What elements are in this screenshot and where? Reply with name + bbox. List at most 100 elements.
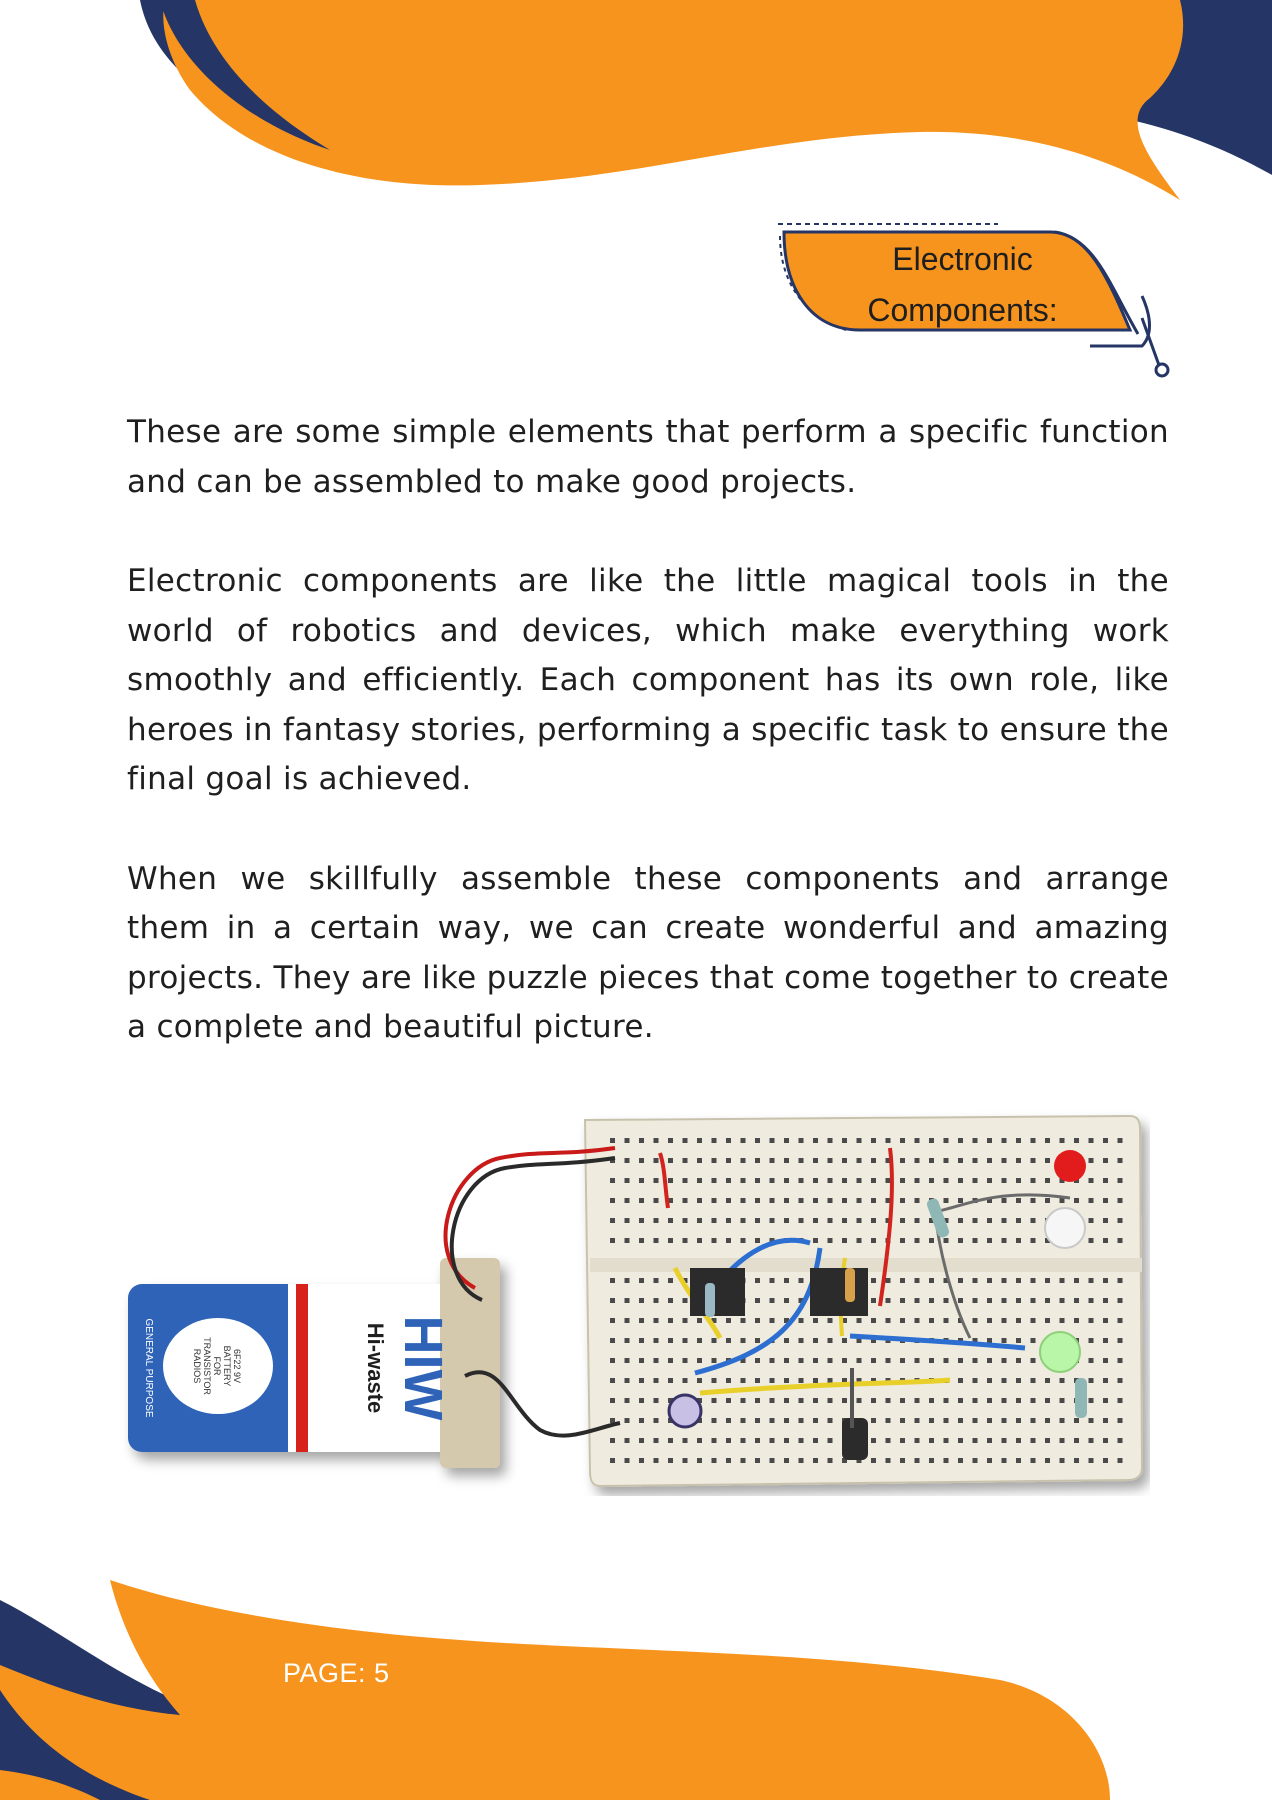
breadboard-hole: [653, 1438, 659, 1443]
breadboard-hole: [740, 1338, 746, 1343]
breadboard-hole: [755, 1138, 760, 1143]
breadboard-hole: [972, 1458, 978, 1463]
top-decorative-wave: [0, 0, 1272, 200]
breadboard-hole: [697, 1158, 702, 1163]
breadboard-hole: [653, 1158, 659, 1163]
breadboard-hole: [624, 1198, 630, 1203]
breadboard-hole: [943, 1318, 949, 1323]
breadboard-hole: [711, 1158, 717, 1163]
breadboard-hole: [798, 1178, 804, 1183]
breadboard-hole: [711, 1138, 717, 1143]
breadboard-hole: [813, 1178, 818, 1183]
breadboard-hole: [769, 1398, 775, 1403]
breadboard-hole: [987, 1158, 992, 1163]
breadboard-hole: [653, 1358, 659, 1363]
breadboard-hole: [929, 1218, 934, 1223]
breadboard-hole: [972, 1438, 978, 1443]
breadboard-hole: [856, 1238, 862, 1243]
breadboard-hole: [914, 1278, 920, 1283]
breadboard-hole: [987, 1378, 992, 1383]
breadboard-hole: [871, 1398, 876, 1403]
breadboard-hole: [1045, 1318, 1050, 1323]
breadboard-hole: [842, 1338, 847, 1343]
breadboard-hole: [798, 1158, 804, 1163]
breadboard-hole: [958, 1218, 963, 1223]
breadboard-hole: [711, 1438, 717, 1443]
breadboard-hole: [726, 1198, 731, 1203]
battery-spec-3: FOR: [212, 1357, 222, 1376]
breadboard-hole: [943, 1458, 949, 1463]
breadboard-hole: [639, 1338, 644, 1343]
breadboard-hole: [900, 1458, 905, 1463]
breadboard-hole: [871, 1378, 876, 1383]
breadboard-hole: [943, 1238, 949, 1243]
breadboard-hole: [1059, 1298, 1065, 1303]
breadboard-hole: [885, 1398, 891, 1403]
breadboard-hole: [1117, 1298, 1123, 1303]
breadboard-hole: [827, 1198, 833, 1203]
breadboard-hole: [653, 1298, 659, 1303]
breadboard-hole: [943, 1438, 949, 1443]
breadboard-hole: [1030, 1238, 1036, 1243]
breadboard-hole: [856, 1458, 862, 1463]
breadboard-hole: [943, 1178, 949, 1183]
breadboard-hole: [755, 1358, 760, 1363]
breadboard-hole: [1016, 1458, 1021, 1463]
breadboard-hole: [798, 1358, 804, 1363]
breadboard-hole: [1117, 1458, 1123, 1463]
breadboard-hole: [1088, 1358, 1094, 1363]
breadboard-hole: [885, 1438, 891, 1443]
breadboard-hole: [740, 1218, 746, 1223]
breadboard-hole: [827, 1178, 833, 1183]
breadboard-hole: [740, 1438, 746, 1443]
breadboard-hole: [972, 1378, 978, 1383]
breadboard-hole: [755, 1218, 760, 1223]
breadboard-hole: [1045, 1458, 1050, 1463]
breadboard-hole: [1001, 1218, 1007, 1223]
breadboard-hole: [827, 1238, 833, 1243]
breadboard-hole: [914, 1398, 920, 1403]
breadboard-hole: [827, 1458, 833, 1463]
breadboard-hole: [624, 1378, 630, 1383]
breadboard-hole: [740, 1178, 746, 1183]
breadboard-hole: [682, 1298, 688, 1303]
breadboard-hole: [682, 1458, 688, 1463]
breadboard-hole: [1059, 1318, 1065, 1323]
breadboard-hole: [987, 1358, 992, 1363]
breadboard-hole: [1045, 1298, 1050, 1303]
breadboard-hole: [1074, 1458, 1079, 1463]
breadboard-hole: [972, 1398, 978, 1403]
breadboard-hole: [668, 1298, 673, 1303]
breadboard-hole: [755, 1278, 760, 1283]
led-red: [1054, 1150, 1086, 1182]
breadboard-hole: [827, 1318, 833, 1323]
breadboard-hole: [798, 1198, 804, 1203]
breadboard-hole: [856, 1318, 862, 1323]
breadboard-hole: [1103, 1338, 1108, 1343]
breadboard-hole: [726, 1178, 731, 1183]
breadboard-hole: [1030, 1398, 1036, 1403]
breadboard-hole: [1045, 1418, 1050, 1423]
breadboard-hole: [987, 1338, 992, 1343]
breadboard-hole: [914, 1438, 920, 1443]
ic-chip-left: [690, 1268, 745, 1316]
breadboard-hole: [813, 1358, 818, 1363]
breadboard-hole: [958, 1358, 963, 1363]
breadboard-hole: [1103, 1418, 1108, 1423]
breadboard-hole: [711, 1318, 717, 1323]
breadboard-hole: [1103, 1218, 1108, 1223]
breadboard-hole: [813, 1378, 818, 1383]
breadboard-hole: [929, 1278, 934, 1283]
breadboard-hole: [784, 1418, 789, 1423]
breadboard-hole: [972, 1278, 978, 1283]
breadboard-hole: [1117, 1238, 1123, 1243]
breadboard-hole: [972, 1238, 978, 1243]
breadboard-hole: [1117, 1138, 1123, 1143]
breadboard-hole: [943, 1138, 949, 1143]
breadboard-hole: [914, 1238, 920, 1243]
breadboard-hole: [697, 1218, 702, 1223]
breadboard-hole: [885, 1318, 891, 1323]
breadboard-hole: [1088, 1418, 1094, 1423]
breadboard-hole: [755, 1378, 760, 1383]
breadboard-hole: [987, 1298, 992, 1303]
